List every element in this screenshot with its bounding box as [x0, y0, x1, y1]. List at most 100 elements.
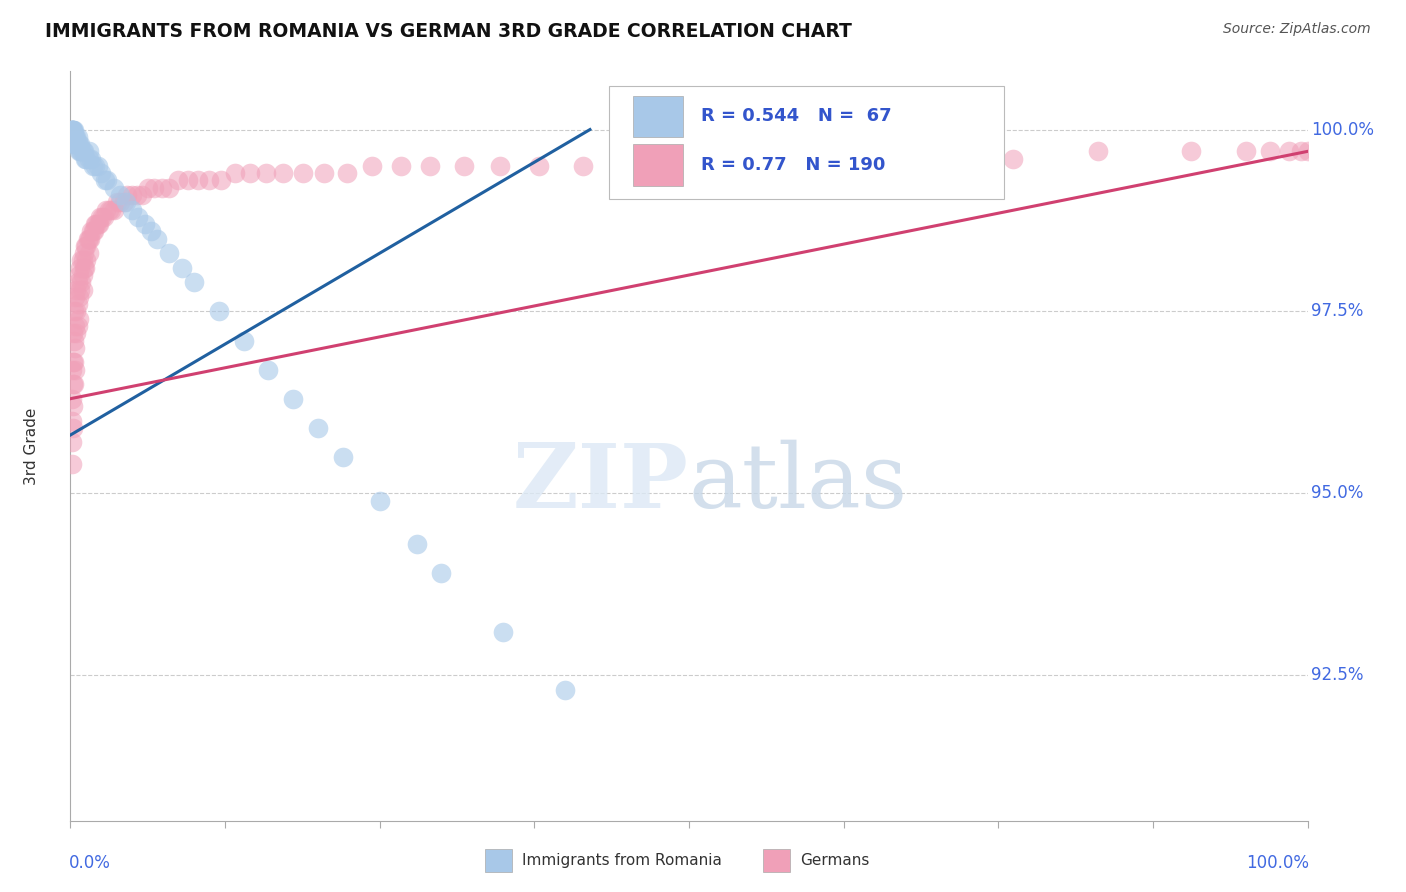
- Point: [77, 232, 100, 246]
- Point: [224, 166, 246, 180]
- Point: [112, 195, 135, 210]
- Point: [62, 377, 84, 392]
- Point: [139, 224, 162, 238]
- Point: [361, 159, 384, 173]
- Point: [82, 159, 104, 173]
- Point: [60, 122, 83, 136]
- Point: [1002, 152, 1025, 166]
- FancyBboxPatch shape: [609, 87, 1004, 199]
- FancyBboxPatch shape: [633, 95, 683, 137]
- Point: [73, 260, 96, 275]
- Point: [77, 145, 100, 159]
- Text: Source: ZipAtlas.com: Source: ZipAtlas.com: [1223, 22, 1371, 37]
- Point: [336, 166, 359, 180]
- Point: [105, 195, 128, 210]
- Point: [65, 137, 87, 152]
- Point: [66, 276, 89, 290]
- Point: [66, 297, 89, 311]
- Point: [115, 188, 138, 202]
- Point: [80, 224, 103, 238]
- Point: [72, 145, 94, 159]
- Point: [332, 450, 354, 464]
- Point: [131, 188, 153, 202]
- Point: [75, 239, 97, 253]
- Point: [96, 173, 118, 187]
- Point: [1260, 145, 1282, 159]
- Point: [73, 145, 96, 159]
- Point: [851, 152, 873, 166]
- Point: [94, 173, 117, 187]
- Text: 92.5%: 92.5%: [1312, 666, 1364, 684]
- Point: [65, 137, 87, 152]
- Point: [70, 145, 93, 159]
- Point: [108, 195, 131, 210]
- Point: [150, 180, 173, 194]
- Point: [79, 232, 101, 246]
- Point: [67, 137, 90, 152]
- Point: [1087, 145, 1109, 159]
- Point: [67, 311, 90, 326]
- Point: [1278, 145, 1301, 159]
- Point: [187, 173, 209, 187]
- Point: [63, 355, 86, 369]
- Point: [67, 290, 90, 304]
- Point: [69, 145, 91, 159]
- Point: [115, 195, 138, 210]
- Point: [67, 145, 90, 159]
- Point: [66, 129, 89, 144]
- Point: [93, 210, 115, 224]
- Point: [554, 682, 576, 697]
- Point: [76, 232, 98, 246]
- Text: Germans: Germans: [800, 853, 870, 868]
- Point: [571, 159, 593, 173]
- Point: [65, 341, 87, 355]
- Point: [60, 122, 83, 136]
- Point: [65, 129, 87, 144]
- Point: [307, 421, 329, 435]
- Point: [134, 217, 156, 231]
- Point: [281, 392, 304, 406]
- Text: 97.5%: 97.5%: [1312, 302, 1364, 320]
- Point: [232, 334, 254, 348]
- Point: [65, 304, 87, 318]
- Point: [60, 122, 83, 136]
- Point: [619, 152, 641, 166]
- Point: [82, 224, 104, 238]
- Point: [86, 159, 108, 173]
- Point: [389, 159, 412, 173]
- Point: [60, 392, 83, 406]
- Point: [65, 129, 87, 144]
- Text: atlas: atlas: [689, 440, 908, 527]
- Point: [924, 152, 946, 166]
- Point: [67, 268, 90, 282]
- Point: [60, 129, 83, 144]
- Point: [1296, 145, 1319, 159]
- Point: [453, 159, 475, 173]
- Text: 95.0%: 95.0%: [1312, 484, 1364, 502]
- Text: 100.0%: 100.0%: [1246, 855, 1309, 872]
- Point: [208, 304, 231, 318]
- FancyBboxPatch shape: [485, 849, 512, 871]
- Point: [121, 202, 143, 217]
- Point: [60, 413, 83, 427]
- Point: [77, 246, 100, 260]
- Point: [254, 166, 277, 180]
- Point: [62, 129, 84, 144]
- Text: ZIP: ZIP: [513, 440, 689, 527]
- Point: [72, 268, 94, 282]
- Point: [63, 377, 86, 392]
- Point: [75, 239, 97, 253]
- Point: [239, 166, 262, 180]
- Point: [65, 290, 87, 304]
- Point: [65, 362, 87, 376]
- Point: [209, 173, 232, 187]
- Point: [69, 260, 91, 275]
- Point: [65, 283, 87, 297]
- Text: 100.0%: 100.0%: [1312, 120, 1374, 138]
- Point: [143, 180, 166, 194]
- Point: [63, 129, 86, 144]
- Point: [65, 137, 87, 152]
- Point: [1291, 145, 1313, 159]
- Point: [121, 188, 143, 202]
- Point: [97, 202, 120, 217]
